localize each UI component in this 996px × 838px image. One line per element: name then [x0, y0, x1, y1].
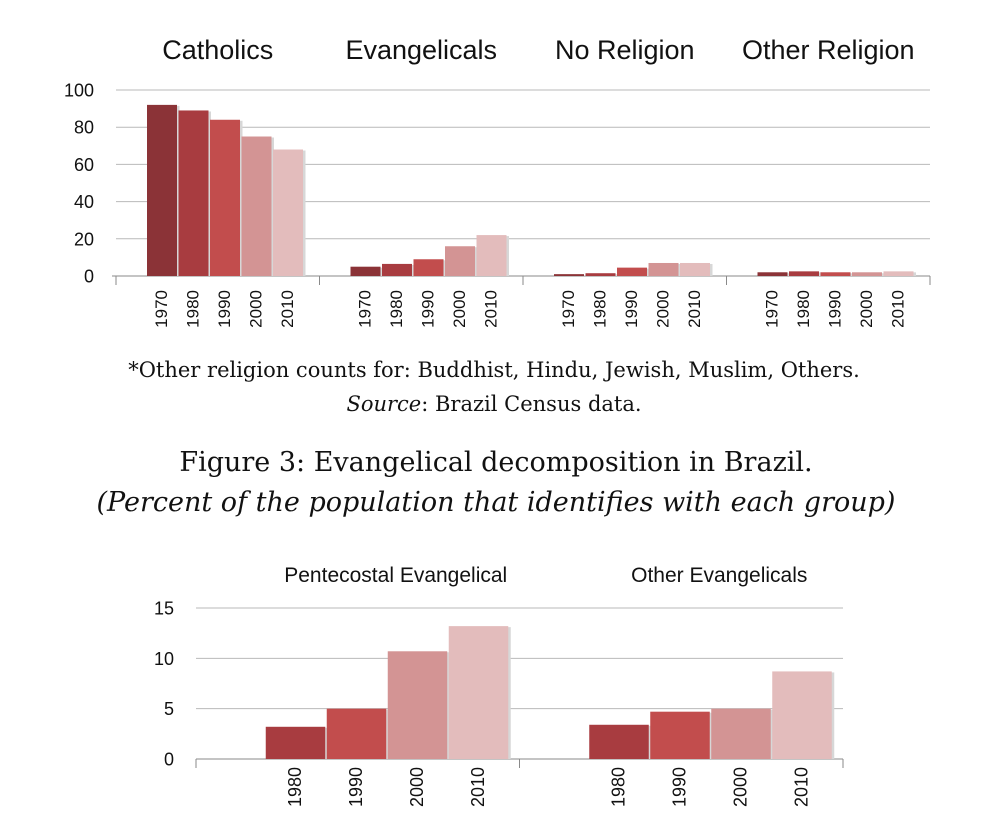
evangelical-chart: 0 5 10 15 Pentecostal Evangelical 1980 1990 200… [154, 564, 844, 807]
bar [445, 246, 475, 276]
x-tick-label: 1970 [763, 290, 782, 328]
group-title: Evangelicals [345, 35, 497, 65]
bar [757, 272, 788, 276]
bar [648, 262, 679, 276]
bar [326, 708, 387, 759]
group-title: Catholics [162, 35, 273, 65]
y-tick-label: 40 [74, 192, 94, 212]
other-religion-note: *Other religion counts for: Buddhist, Hi… [128, 358, 860, 382]
bar [852, 272, 882, 276]
x-tick-label: 2010 [792, 767, 812, 807]
x-tick-label: 1980 [184, 290, 203, 328]
bar [448, 626, 509, 759]
figure-subcaption: (Percent of the population that identifi… [97, 487, 896, 518]
y-tick-label: 20 [74, 229, 94, 249]
bar [585, 273, 616, 276]
bar [650, 711, 710, 759]
bar [820, 272, 851, 276]
bar [147, 104, 177, 276]
x-tick-label: 1970 [152, 290, 171, 328]
source-label: Source [346, 392, 421, 416]
x-tick-label: 2000 [407, 767, 427, 807]
bar [178, 110, 209, 277]
x-tick-label: 2000 [247, 290, 266, 328]
y-tick-label: 10 [154, 649, 174, 669]
x-tick-label: 2000 [857, 290, 876, 328]
x-tick-label: 1990 [826, 290, 845, 328]
source-note: Source: Brazil Census data. [346, 392, 641, 416]
x-tick-label: 1980 [285, 767, 305, 807]
group-title: Other Evangelicals [631, 564, 807, 587]
bar [476, 235, 507, 276]
bar [273, 149, 303, 276]
bar [789, 271, 819, 276]
x-tick-label: 2000 [731, 767, 751, 807]
y-tick-label: 100 [64, 80, 94, 100]
bar [554, 274, 584, 276]
x-tick-label: 2010 [685, 290, 704, 328]
bar [350, 266, 381, 276]
x-tick-label: 2010 [278, 290, 297, 328]
religion-chart: 0 20 40 60 80 100 Catholics 1970 1980 1990 2000 201… [64, 35, 931, 328]
bar [241, 136, 272, 276]
x-tick-label: 1990 [419, 290, 438, 328]
group-title: Other Religion [742, 35, 915, 65]
bar [617, 267, 647, 276]
bar [883, 271, 914, 276]
x-tick-label: 1990 [670, 767, 690, 807]
bar [772, 671, 832, 759]
group-title: No Religion [555, 35, 695, 65]
x-tick-label: 2000 [450, 290, 469, 328]
bar [589, 724, 649, 759]
y-tick-label: 0 [84, 266, 94, 286]
x-tick-label: 1970 [356, 290, 375, 328]
x-tick-label: 1990 [215, 290, 234, 328]
source-text: : Brazil Census data. [421, 392, 641, 416]
x-tick-label: 1990 [622, 290, 641, 328]
bar [413, 259, 444, 276]
group-title: Pentecostal Evangelical [284, 564, 507, 587]
bar [711, 708, 771, 759]
x-tick-label: 1980 [609, 767, 629, 807]
x-tick-label: 1980 [591, 290, 610, 328]
bar [680, 262, 710, 276]
x-tick-label: 2010 [889, 290, 908, 328]
y-tick-label: 15 [154, 598, 174, 618]
x-tick-label: 1980 [794, 290, 813, 328]
x-tick-label: 2010 [482, 290, 501, 328]
x-tick-label: 2010 [468, 767, 488, 807]
x-tick-label: 1970 [559, 290, 578, 328]
y-tick-label: 5 [164, 699, 174, 719]
x-tick-label: 1980 [387, 290, 406, 328]
y-tick-label: 80 [74, 118, 94, 138]
bar [210, 119, 240, 276]
bar [387, 651, 448, 759]
figure-caption: Figure 3: Evangelical decomposition in B… [179, 447, 812, 478]
x-tick-label: 1990 [346, 767, 366, 807]
y-tick-label: 60 [74, 155, 94, 175]
bar [382, 263, 412, 276]
y-tick-label: 0 [164, 749, 174, 769]
bar [265, 726, 326, 759]
x-tick-label: 2000 [654, 290, 673, 328]
